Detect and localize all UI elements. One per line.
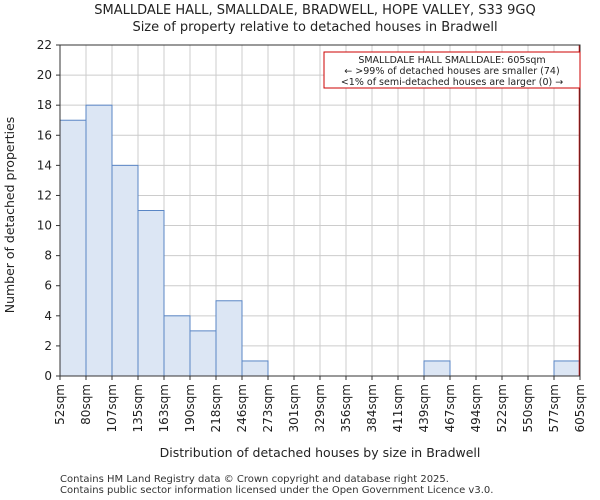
x-tick-label-301sqm: 301sqm xyxy=(287,384,301,432)
bar-52sqm xyxy=(59,119,87,377)
x-tick-label-522sqm: 522sqm xyxy=(495,384,509,432)
annotation-line-1: SMALLDALE HALL SMALLDALE: 605sqm xyxy=(358,55,545,66)
chart-subtitle: Size of property relative to detached ho… xyxy=(132,20,497,35)
x-tick-label-273sqm: 273sqm xyxy=(261,384,275,432)
x-tick-label-80sqm: 80sqm xyxy=(79,384,93,425)
y-tick-label-2: 4 xyxy=(44,309,52,323)
bar-190sqm xyxy=(189,330,217,377)
annotation-border xyxy=(323,51,581,89)
x-tick-label-356sqm: 356sqm xyxy=(339,384,353,432)
x-tick-label-577sqm: 577sqm xyxy=(547,384,561,432)
y-axis-label: Number of detached properties xyxy=(2,117,17,314)
x-tick-label-411sqm: 411sqm xyxy=(391,384,405,432)
x-tick-label-52sqm: 52sqm xyxy=(53,384,67,425)
bar-107sqm xyxy=(111,164,139,377)
bar-439sqm xyxy=(423,360,451,377)
x-tick-label-107sqm: 107sqm xyxy=(105,384,119,432)
bars xyxy=(59,104,581,377)
x-tick-label-329sqm: 329sqm xyxy=(313,384,327,432)
bar-135sqm xyxy=(137,210,165,377)
footer-line-2: Contains public sector information licen… xyxy=(60,485,494,496)
x-axis-ticks: 52sqm 80sqm 107sqm 135sqm 163sqm 190sqm 218sqm… xyxy=(53,376,587,432)
y-tick-label-5: 10 xyxy=(37,219,52,233)
annotation-line-2: ← >99% of detached houses are smaller (7… xyxy=(344,66,559,77)
x-tick-label-439sqm: 439sqm xyxy=(417,384,431,432)
bar-80sqm xyxy=(85,104,113,377)
y-tick-label-7: 14 xyxy=(37,158,52,172)
y-tick-label-8: 16 xyxy=(37,128,52,142)
y-tick-label-9: 18 xyxy=(37,98,52,112)
bar-163sqm xyxy=(163,315,191,377)
chart-title: SMALLDALE HALL, SMALLDALE, BRADWELL, HOP… xyxy=(94,3,535,18)
annotation-box: SMALLDALE HALL SMALLDALE: 605sqm ← >99% … xyxy=(323,51,581,89)
bar-246sqm xyxy=(241,360,269,377)
y-tick-label-11: 22 xyxy=(37,38,52,52)
x-axis-label: Distribution of detached houses by size … xyxy=(160,445,481,460)
x-tick-label-218sqm: 218sqm xyxy=(209,384,223,432)
y-tick-label-3: 6 xyxy=(44,279,52,293)
x-tick-label-246sqm: 246sqm xyxy=(235,384,249,432)
annotation-line-3: <1% of semi-detached houses are larger (… xyxy=(341,77,563,88)
x-tick-label-190sqm: 190sqm xyxy=(183,384,197,432)
x-tick-label-494sqm: 494sqm xyxy=(469,384,483,432)
y-tick-label-10: 20 xyxy=(37,68,52,82)
y-tick-label-0: 0 xyxy=(44,369,52,383)
x-tick-label-467sqm: 467sqm xyxy=(443,384,457,432)
x-tick-label-605sqm: 605sqm xyxy=(573,384,587,432)
footer-line-1: Contains HM Land Registry data © Crown c… xyxy=(60,474,449,485)
bar-577sqm xyxy=(553,360,581,377)
y-axis-ticks: 0 2 4 6 8 10 12 14 16 18 20 22 xyxy=(37,38,60,383)
x-tick-label-384sqm: 384sqm xyxy=(365,384,379,432)
x-tick-label-135sqm: 135sqm xyxy=(131,384,145,432)
x-tick-label-550sqm: 550sqm xyxy=(521,384,535,432)
y-tick-label-6: 12 xyxy=(37,188,52,202)
x-tick-label-163sqm: 163sqm xyxy=(157,384,171,432)
bar-218sqm xyxy=(215,300,243,377)
y-tick-label-1: 2 xyxy=(44,339,52,353)
y-tick-label-4: 8 xyxy=(44,249,52,263)
